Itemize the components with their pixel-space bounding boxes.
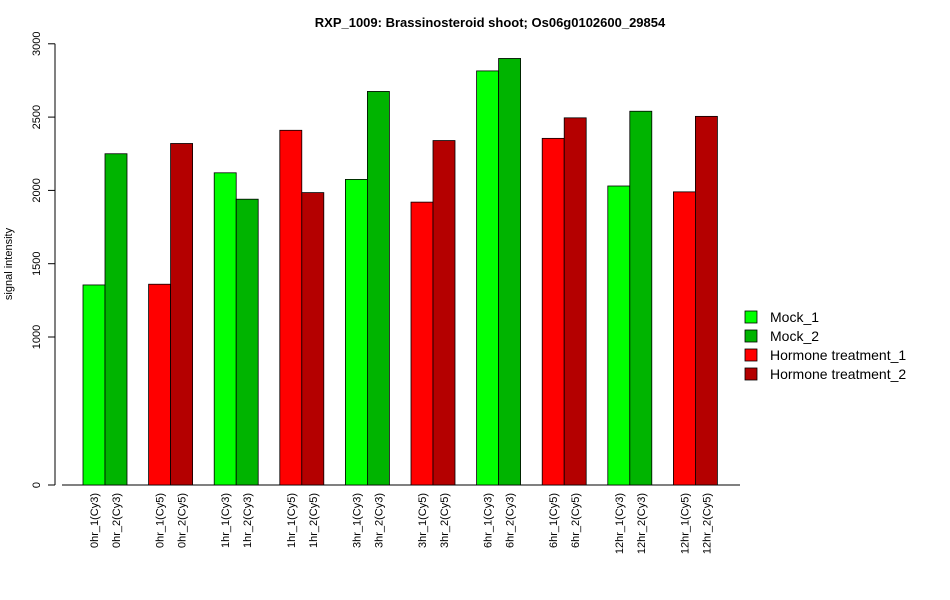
bar [541, 137, 565, 486]
legend-swatch [744, 329, 758, 343]
x-tick-label: 12hr_2(Cy3) [636, 493, 648, 554]
x-tick-label: 3hr_1(Cy3) [351, 493, 363, 548]
legend-label: Mock_2 [770, 328, 819, 344]
category-labels: 0hr_1(Cy3) 0hr_2(Cy3) 0hr_1(Cy5) 0hr_2(Cy5)… [89, 493, 713, 554]
x-tick-label: 0hr_2(Cy5) [177, 493, 189, 548]
bar [498, 58, 522, 486]
x-tick-label: 12hr_1(Cy3) [614, 493, 626, 554]
bar [476, 70, 500, 486]
x-tick-label: 1hr_2(Cy5) [308, 493, 320, 548]
legend-swatch [744, 310, 758, 324]
bar [673, 191, 696, 486]
bar [607, 185, 631, 486]
x-tick-label: 0hr_1(Cy5) [155, 493, 167, 548]
bar [344, 179, 368, 486]
bar [301, 192, 325, 486]
bar [213, 172, 237, 486]
y-tick-label: 3000 [31, 32, 43, 56]
legend-label: Hormone treatment_2 [770, 366, 906, 382]
x-tick-label: 1hr_2(Cy3) [242, 493, 254, 548]
chart-title: RXP_1009: Brassinosteroid shoot; Os06g01… [315, 15, 666, 30]
bar [82, 284, 106, 486]
bar [170, 143, 194, 486]
bar [235, 198, 259, 486]
legend-swatch [744, 348, 758, 362]
x-tick-label: 6hr_1(Cy3) [483, 493, 495, 548]
x-tick-label: 1hr_1(Cy3) [220, 493, 232, 548]
bar [279, 129, 303, 486]
bars [82, 58, 718, 486]
x-tick-label: 6hr_1(Cy5) [548, 493, 560, 548]
x-tick-label: 1hr_1(Cy5) [286, 493, 298, 548]
x-tick-label: 3hr_1(Cy5) [417, 493, 429, 548]
x-tick-label: 12hr_1(Cy5) [679, 493, 691, 554]
bar [629, 110, 653, 486]
x-tick-label: 6hr_2(Cy5) [570, 493, 582, 548]
bar [366, 91, 390, 486]
legend-label: Mock_1 [770, 309, 819, 325]
x-tick-label: 0hr_2(Cy3) [111, 493, 123, 548]
bar [148, 283, 172, 486]
legend-swatch [744, 367, 758, 381]
y-axis: 0 1000 1500 2000 2500 3000 [31, 32, 56, 488]
bar [432, 140, 456, 486]
y-tick-label: 0 [31, 482, 43, 488]
x-tick-label: 3hr_2(Cy5) [439, 493, 451, 548]
bar [410, 201, 434, 486]
y-tick-label: 2000 [31, 178, 43, 202]
bar [695, 115, 718, 486]
y-tick-label: 1000 [31, 325, 43, 349]
bar [104, 153, 128, 486]
y-axis-label: signal intensity [3, 227, 15, 300]
legend: Mock_1 Mock_2 Hormone treatment_1 Hormone t… [744, 309, 906, 382]
y-tick-label: 2500 [31, 105, 43, 129]
x-tick-label: 0hr_1(Cy3) [89, 493, 101, 548]
y-tick-label: 1500 [31, 251, 43, 275]
x-tick-label: 6hr_2(Cy3) [505, 493, 517, 548]
x-tick-label: 12hr_2(Cy5) [701, 493, 713, 554]
legend-label: Hormone treatment_1 [770, 347, 906, 363]
bar [563, 117, 587, 486]
x-tick-label: 3hr_2(Cy3) [373, 493, 385, 548]
